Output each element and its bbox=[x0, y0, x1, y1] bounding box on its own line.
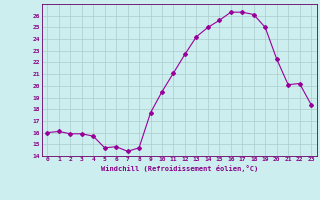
X-axis label: Windchill (Refroidissement éolien,°C): Windchill (Refroidissement éolien,°C) bbox=[100, 165, 258, 172]
